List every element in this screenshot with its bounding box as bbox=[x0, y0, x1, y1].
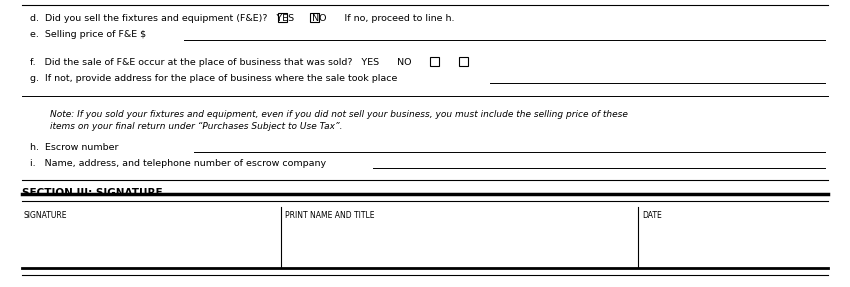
Text: g.  If not, provide address for the place of business where the sale took place: g. If not, provide address for the place… bbox=[30, 74, 397, 83]
Bar bbox=[278, 13, 287, 22]
Text: SIGNATURE: SIGNATURE bbox=[24, 211, 67, 220]
Text: f.   Did the sale of F&E occur at the place of business that was sold?   YES    : f. Did the sale of F&E occur at the plac… bbox=[30, 58, 411, 67]
Bar bbox=[310, 13, 319, 22]
Text: SECTION III: SIGNATURE: SECTION III: SIGNATURE bbox=[22, 188, 162, 198]
Text: items on your final return under “Purchases Subject to Use Tax”.: items on your final return under “Purcha… bbox=[50, 122, 343, 131]
Text: h.  Escrow number: h. Escrow number bbox=[30, 143, 118, 152]
Text: DATE: DATE bbox=[642, 211, 662, 220]
Bar bbox=[459, 57, 468, 66]
Bar bbox=[430, 57, 439, 66]
Text: i.   Name, address, and telephone number of escrow company: i. Name, address, and telephone number o… bbox=[30, 159, 326, 168]
Text: d.  Did you sell the fixtures and equipment (F&E)?   YES      NO      If no, pro: d. Did you sell the fixtures and equipme… bbox=[30, 14, 455, 23]
Text: e.  Selling price of F&E $: e. Selling price of F&E $ bbox=[30, 30, 146, 39]
Text: PRINT NAME AND TITLE: PRINT NAME AND TITLE bbox=[285, 211, 375, 220]
Text: Note: If you sold your fixtures and equipment, even if you did not sell your bus: Note: If you sold your fixtures and equi… bbox=[50, 110, 628, 119]
